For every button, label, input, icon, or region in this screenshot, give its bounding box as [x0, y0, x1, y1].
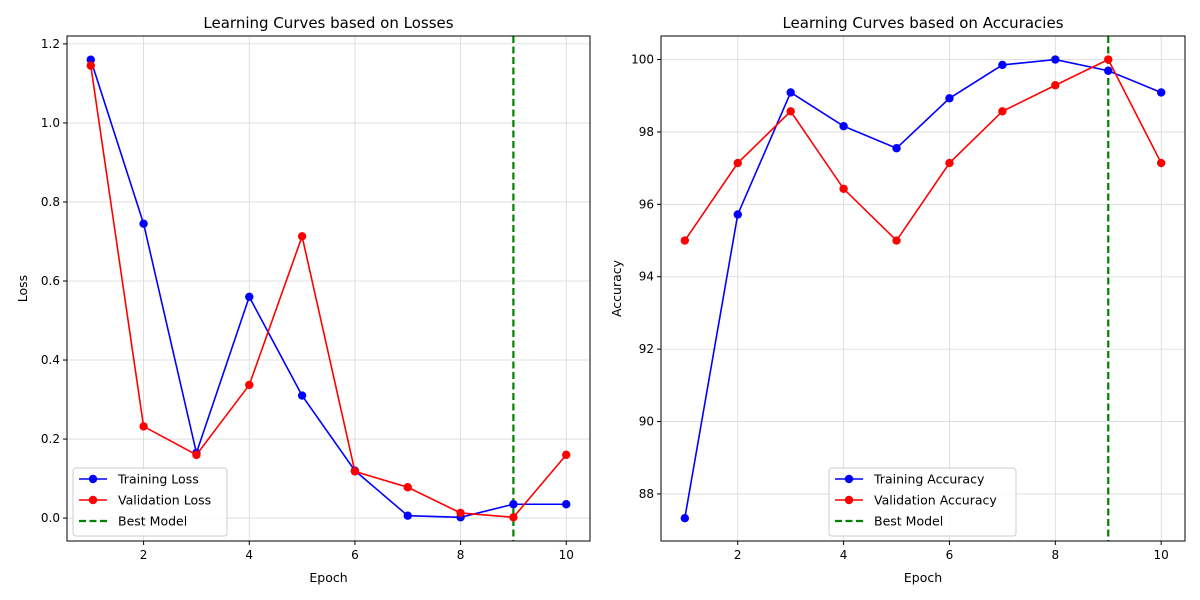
data-point [562, 500, 571, 509]
y-tick-label: 100 [631, 53, 654, 67]
x-tick-label: 10 [1154, 548, 1169, 562]
series-line-1 [89, 65, 567, 519]
legend-label: Best Model [118, 514, 187, 529]
data-point [562, 450, 571, 460]
data-point [680, 236, 690, 245]
legend-marker [88, 495, 98, 505]
data-point [139, 219, 148, 228]
x-tick-label: 8 [457, 548, 465, 562]
y-axis-label: Loss [15, 275, 30, 302]
data-point [945, 158, 954, 168]
data-point [1156, 158, 1166, 168]
data-point [998, 107, 1007, 116]
data-point [1051, 55, 1060, 64]
x-tick-label: 4 [840, 548, 848, 562]
y-tick-label: 0.6 [41, 274, 60, 288]
data-point [297, 232, 307, 241]
x-tick-label: 2 [140, 548, 148, 562]
data-point [786, 107, 795, 116]
data-point [1051, 81, 1060, 90]
data-point [945, 94, 954, 103]
y-tick-label: 0.8 [41, 195, 60, 209]
y-tick-label: 1.2 [41, 37, 60, 51]
y-tick-label: 90 [639, 415, 654, 429]
x-axis-label: Epoch [309, 570, 347, 585]
legend-label: Training Loss [117, 472, 199, 487]
x-tick-label: 10 [559, 548, 574, 562]
x-axis-label: Epoch [904, 570, 942, 585]
y-axis-label: Accuracy [609, 259, 624, 317]
data-point [297, 391, 307, 400]
y-tick-label: 1.0 [41, 116, 60, 130]
data-point [245, 380, 254, 390]
chart-accuracies: 2 4 6 8 10 88 90 92 94 96 98 100 Learning Curves bas… [609, 14, 1186, 585]
data-point [245, 292, 254, 301]
data-point [509, 500, 518, 509]
legend-box [72, 467, 228, 537]
x-tick-label: 8 [1052, 548, 1060, 562]
data-point [839, 184, 848, 193]
data-point [680, 513, 690, 523]
x-tick-label: 2 [734, 548, 742, 562]
data-point [139, 422, 148, 431]
series-line-0 [684, 58, 1162, 519]
data-point [350, 467, 360, 476]
legend-label: Training Accuracy [873, 472, 985, 487]
data-point [733, 158, 742, 168]
data-point [403, 483, 412, 492]
data-point [1156, 88, 1166, 97]
legend: Training Loss Validation Loss Best Model [72, 467, 228, 537]
x-tick-label: 4 [245, 548, 253, 562]
y-tick-label: 94 [639, 270, 654, 284]
y-tick-label: 0.0 [41, 511, 60, 525]
y-tick-label: 92 [639, 342, 654, 356]
data-point [733, 210, 742, 219]
y-tick-label: 98 [639, 125, 654, 139]
x-tick-label: 6 [351, 548, 359, 562]
data-point [509, 513, 518, 522]
legend-label: Best Model [874, 514, 943, 529]
data-point [192, 450, 201, 460]
data-point [86, 61, 95, 70]
legend-box [828, 467, 1017, 537]
chart-losses: 2 4 6 8 10 0.0 0.2 0.4 0.6 0.8 1.0 1.2 Learning Curv… [15, 14, 591, 585]
data-point [1104, 66, 1113, 75]
legend-marker [844, 474, 854, 484]
legend-label: Validation Loss [118, 493, 211, 508]
legend-marker [844, 495, 854, 505]
data-point [998, 60, 1007, 70]
legend: Training Accuracy Validation Accuracy Best… [828, 467, 1017, 537]
chart-title: Learning Curves based on Accuracies [782, 14, 1063, 32]
series-line-0 [90, 59, 567, 519]
legend-marker [88, 474, 98, 484]
data-point [86, 55, 95, 64]
y-tick-label: 96 [639, 197, 654, 211]
axes-frame [66, 35, 591, 542]
axes-frame [660, 35, 1186, 542]
data-point [1104, 55, 1113, 64]
series-line-1 [684, 58, 1162, 242]
data-point [839, 121, 848, 131]
data-point [892, 144, 901, 153]
chart-title: Learning Curves based on Losses [203, 14, 453, 32]
data-point [403, 511, 412, 520]
data-point [456, 508, 465, 518]
legend-label: Validation Accuracy [874, 493, 997, 508]
y-tick-label: 0.4 [41, 353, 60, 367]
y-tick-label: 0.2 [41, 432, 60, 446]
y-tick-label: 88 [639, 487, 654, 501]
data-point [786, 88, 795, 97]
x-tick-label: 6 [946, 548, 954, 562]
data-point [892, 236, 901, 245]
